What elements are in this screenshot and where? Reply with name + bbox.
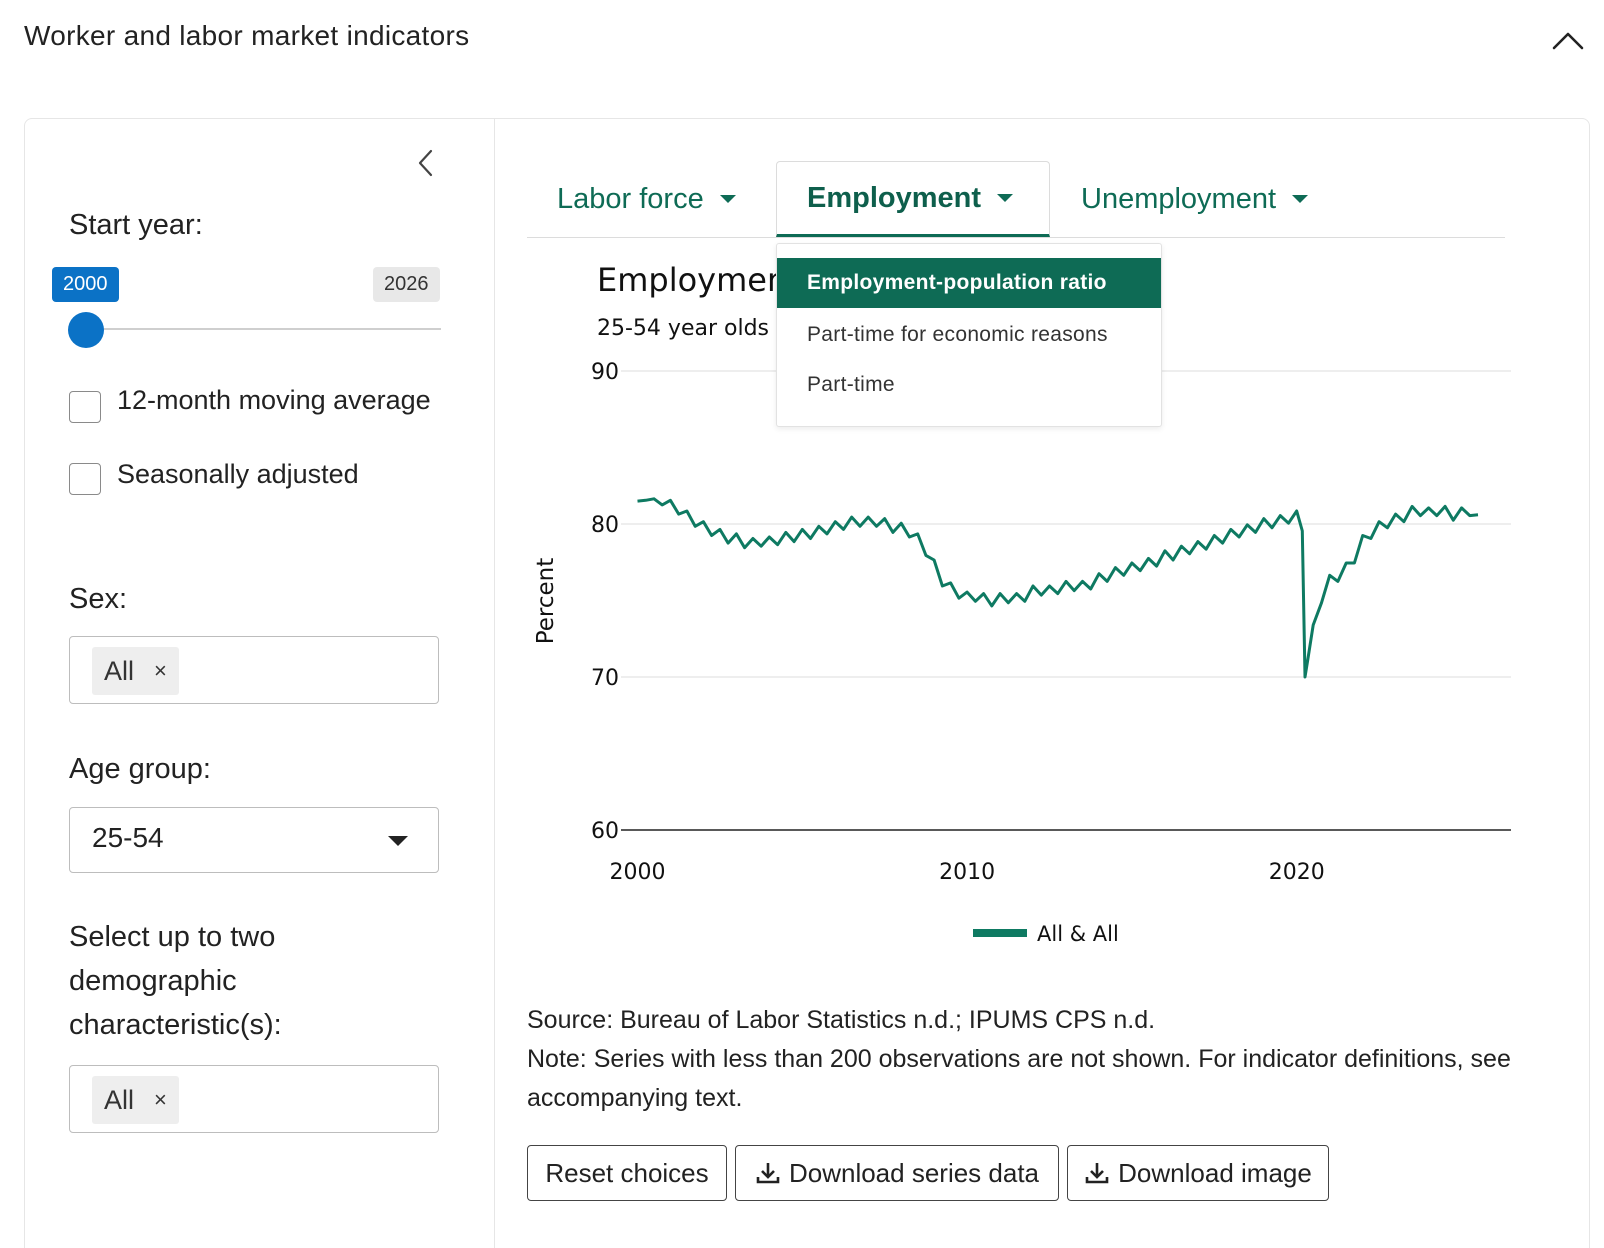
menu-item-part-time-economic[interactable]: Part-time for economic reasons [807,323,1108,346]
legend-swatch [973,929,1027,937]
age-group-select[interactable]: 25-54 [69,807,439,873]
collapse-sidebar-button[interactable] [411,145,441,181]
chevron-left-icon [418,149,433,177]
caret-down-icon [1292,195,1309,203]
download-icon [1085,1163,1109,1184]
age-group-label: Age group: [69,753,211,785]
tab-unemployment-label: Unemployment [1081,182,1277,215]
menu-item-employment-population-ratio[interactable]: Employment-population ratio [777,258,1161,308]
start-year-label: Start year: [69,209,203,241]
chart-area: Labor force Employment Unemployment Empl… [495,119,1591,1248]
download-image-button[interactable]: Download image [1067,1145,1329,1201]
section-title: Worker and labor market indicators [24,20,470,51]
seasonally-adjusted-label: Seasonally adjusted [117,459,359,489]
sex-label: Sex: [69,583,128,615]
tab-unemployment[interactable]: Unemployment [1081,161,1309,237]
demographic-chip-remove-icon[interactable]: × [154,1087,167,1112]
sex-chip-remove-icon[interactable]: × [154,658,167,683]
tab-employment[interactable]: Employment [776,161,1050,237]
filter-sidebar: Start year: 2000 2026 12-month moving av… [25,119,495,1248]
chart-title: Employmen [597,261,787,299]
employment-dropdown-menu: Employment-population ratio Part-time fo… [776,243,1162,427]
sex-chip-label: All [104,655,135,686]
y-axis-label: Percent [533,558,559,645]
age-group-value: 25-54 [92,822,164,853]
demographic-label: Select up to two demographic characteris… [69,921,282,1041]
moving-average-checkbox[interactable] [69,391,101,423]
chevron-up-icon [1552,32,1584,50]
reset-choices-button[interactable]: Reset choices [527,1145,727,1201]
slider-to-badge: 2026 [373,267,440,302]
x-tick-label: 2000 [609,860,665,885]
y-tick-label: 70 [591,666,619,691]
caret-down-icon [719,195,736,203]
start-year-slider-track[interactable] [69,328,441,330]
slider-from-badge: 2000 [52,267,119,302]
download-series-data-button[interactable]: Download series data [735,1145,1059,1201]
series-line [637,497,1479,679]
demographic-chip-label: All [104,1084,135,1115]
collapse-section-button[interactable] [1548,22,1588,58]
employment-chart: Employmen 25-54 year olds Percent 60 70 80… [533,261,1511,946]
tabs-divider [527,237,1505,238]
y-tick-label: 60 [591,819,619,844]
caret-down-icon [388,836,408,846]
start-year-slider-handle[interactable] [68,312,104,348]
x-tick-label: 2010 [939,860,995,885]
tab-labor-force-label: Labor force [557,182,704,215]
x-tick-label: 2020 [1269,860,1325,885]
chart-subtitle: 25-54 year olds [597,316,769,341]
reset-choices-label: Reset choices [545,1157,709,1188]
download-image-label: Download image [1118,1157,1312,1188]
menu-item-part-time[interactable]: Part-time [807,373,895,396]
caret-down-icon [997,194,1014,202]
note-line: Note: Series with less than 200 observat… [527,1045,1511,1112]
tab-employment-label: Employment [807,181,982,214]
demographic-select[interactable]: All × [69,1065,439,1133]
y-tick-label: 90 [591,360,619,385]
tab-labor-force[interactable]: Labor force [557,161,736,237]
moving-average-label: 12-month moving average [117,385,431,415]
download-icon [756,1163,780,1184]
y-tick-label: 80 [591,513,619,538]
source-note: Source: Bureau of Labor Statistics n.d.;… [527,1001,1527,1118]
source-line: Source: Bureau of Labor Statistics n.d.;… [527,1006,1156,1034]
sex-select[interactable]: All × [69,636,439,704]
sex-chip: All × [92,647,179,695]
indicator-panel: Start year: 2000 2026 12-month moving av… [24,118,1590,1248]
download-series-data-label: Download series data [788,1157,1040,1188]
seasonally-adjusted-checkbox[interactable] [69,463,101,495]
demographic-chip: All × [92,1076,179,1124]
legend-label: All & All [1037,922,1119,946]
